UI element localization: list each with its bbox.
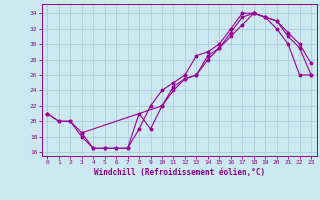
X-axis label: Windchill (Refroidissement éolien,°C): Windchill (Refroidissement éolien,°C) [94, 168, 265, 177]
